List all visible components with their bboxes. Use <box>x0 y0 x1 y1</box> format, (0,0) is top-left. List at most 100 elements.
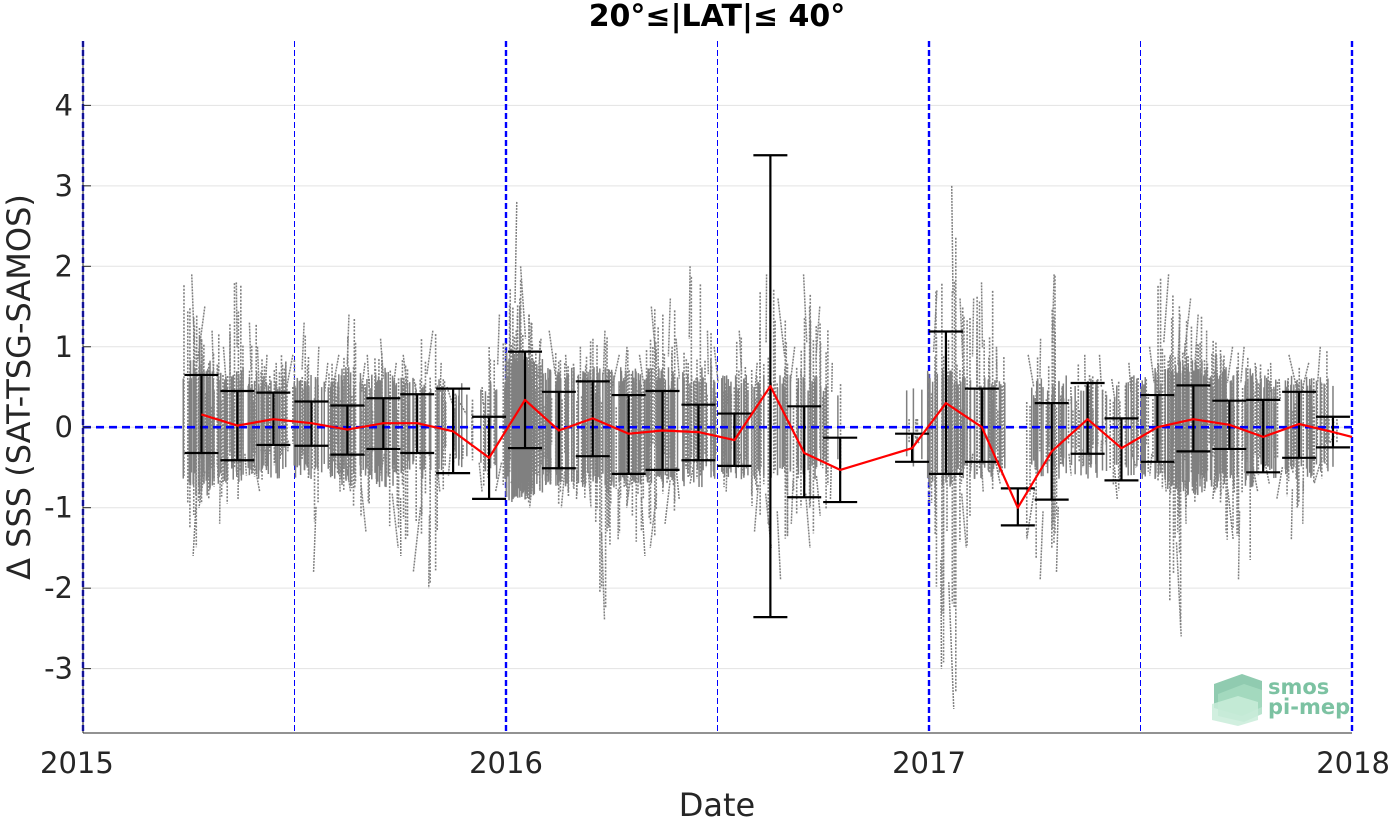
scatter-outlier <box>649 493 658 549</box>
y-tick-label: -2 <box>44 571 73 605</box>
scatter-outlier <box>391 493 399 549</box>
scatter-outlier <box>190 274 196 344</box>
scatter-outlier <box>525 467 528 500</box>
scatter-outlier <box>1068 453 1072 476</box>
scatter-outlier <box>1288 354 1298 388</box>
scatter-outlier <box>275 362 278 392</box>
scatter-outlier <box>1110 378 1116 401</box>
scatter-outlier <box>789 346 796 384</box>
scatter-outlier <box>285 354 294 388</box>
scatter-outlier <box>1278 378 1281 401</box>
scatter-outlier <box>323 362 329 392</box>
scatter-outlier <box>1055 506 1060 573</box>
scatter-outlier <box>1240 346 1245 384</box>
scatter-outlier <box>971 298 975 357</box>
scatter-outlier <box>1194 314 1199 366</box>
scatter-outlier <box>478 462 483 492</box>
logo-mark-icon <box>1212 674 1262 726</box>
scatter-outlier <box>412 506 422 573</box>
error-bar <box>184 373 219 455</box>
scatter-outlier <box>1183 298 1192 357</box>
scatter-outlier <box>312 506 317 573</box>
y-tick-label: -3 <box>44 652 73 686</box>
scatter-outlier <box>1254 362 1258 392</box>
scatter-outlier <box>713 346 719 384</box>
mean-line-layer <box>201 385 1353 509</box>
scatter-outlier <box>316 346 320 384</box>
scatter-outlier <box>211 330 215 375</box>
scatter-outlier <box>360 484 367 532</box>
scatter-outlier <box>428 515 431 589</box>
scatter-outlier <box>496 314 501 366</box>
y-tick-label: 2 <box>55 249 73 283</box>
scatter-outlier <box>253 462 261 492</box>
scatter-outlier <box>481 386 484 406</box>
scatter-outlier <box>256 346 260 384</box>
scatter-outlier <box>1148 453 1153 476</box>
scatter-outlier <box>667 298 672 357</box>
scatter-outlier <box>638 354 645 388</box>
scatter-outlier <box>447 453 451 476</box>
x-tick-labels: 2015 2016 2017 2018 <box>40 746 1390 780</box>
scatter-outlier <box>623 346 628 384</box>
scatter-outlier <box>345 462 352 492</box>
error-bar <box>964 387 999 463</box>
scatter-outlier <box>804 493 811 548</box>
scatter-outlier <box>279 444 282 460</box>
scatter-outlier <box>1177 314 1181 366</box>
scatter-outlier <box>244 453 248 476</box>
scatter-outlier <box>1212 467 1217 500</box>
axes-frame <box>82 41 1352 734</box>
scatter-outlier <box>301 322 305 370</box>
scatter-outlier <box>664 480 671 524</box>
scatter-outlier <box>1263 458 1271 484</box>
scatter-outlier <box>675 466 680 500</box>
scatter-outlier <box>959 298 964 357</box>
scatter-outlier <box>1148 346 1155 384</box>
scatter-outlier <box>514 201 518 304</box>
scatter-outlier <box>366 354 370 388</box>
scatter-outlier <box>519 266 527 339</box>
scatter-outlier <box>1313 457 1323 484</box>
scatter-outlier <box>1163 462 1167 492</box>
x-tick-label: 2015 <box>40 746 114 780</box>
y-tick-label: 1 <box>55 330 73 364</box>
scatter-outlier <box>815 306 821 361</box>
scatter-outlier <box>196 306 206 361</box>
scatter-outlier <box>587 471 592 508</box>
scatter-outlier <box>436 462 441 492</box>
scatter-outlier <box>754 362 758 392</box>
scatter-outlier <box>1215 354 1219 388</box>
scatter-outlier <box>739 453 745 476</box>
x-tick-label: 2018 <box>1316 746 1390 780</box>
scatter-outlier <box>829 467 833 500</box>
mean-line <box>201 385 1353 509</box>
scatter-outlier <box>790 480 794 524</box>
smos-pi-mep-logo: smos pi-mep <box>1212 674 1350 726</box>
scatter-outlier <box>611 354 620 388</box>
scatter-outlier <box>392 362 398 392</box>
y-tick-label: 4 <box>55 88 73 122</box>
scatter-outlier <box>600 533 606 621</box>
x-tick-label: 2016 <box>469 746 543 780</box>
scatter-outlier <box>1251 462 1259 492</box>
scatter-outlier <box>948 582 955 709</box>
scatter-outlier <box>206 453 211 476</box>
scatter-outlier <box>914 418 918 424</box>
scatter-outlier <box>753 484 759 532</box>
scatter-outlier <box>960 493 968 548</box>
scatter-outlier <box>402 354 409 388</box>
scatter-outlier <box>459 402 467 415</box>
x-axis-label: Date <box>679 786 755 819</box>
scatter-outlier <box>1039 338 1042 379</box>
scatter-outlier <box>1175 542 1182 637</box>
scatter-outlier <box>529 322 532 370</box>
scatter-outlier <box>1113 466 1119 500</box>
scatter-outlier <box>1130 449 1137 468</box>
scatter-outlier <box>379 453 386 476</box>
y-axis-label: Δ SSS (SAT-TSG-SAMOS) <box>0 194 38 580</box>
scatter-outlier <box>235 282 238 348</box>
scatter-outlier <box>815 475 821 516</box>
scatter-outlier <box>446 386 454 406</box>
